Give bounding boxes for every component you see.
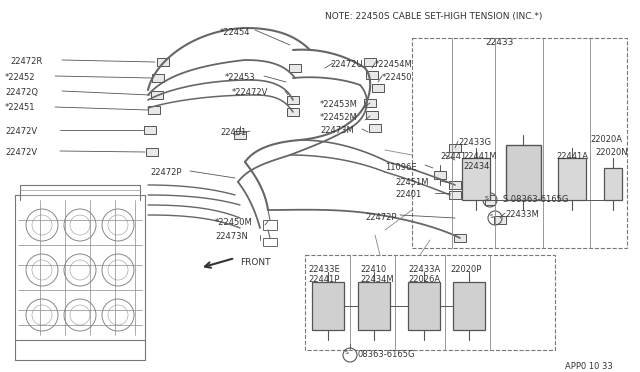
Text: 22473N: 22473N: [215, 232, 248, 241]
Bar: [369, 124, 381, 132]
Text: 22472R: 22472R: [10, 57, 42, 66]
Text: 22472P: 22472P: [365, 213, 397, 222]
Bar: [453, 282, 485, 330]
Text: 22472U: 22472U: [330, 60, 362, 69]
Text: 22020N: 22020N: [595, 148, 628, 157]
Bar: [287, 96, 299, 104]
Bar: [462, 158, 490, 200]
Text: 22451M: 22451M: [395, 178, 429, 187]
Text: 22026A: 22026A: [408, 275, 440, 284]
Text: 22441A: 22441A: [556, 152, 588, 161]
Text: *22472V: *22472V: [232, 88, 268, 97]
Text: FRONT: FRONT: [240, 258, 271, 267]
Bar: [434, 171, 446, 179]
Bar: [412, 38, 627, 248]
Text: APP0 10 33: APP0 10 33: [565, 362, 612, 371]
Text: S: S: [485, 196, 489, 201]
Bar: [494, 216, 506, 224]
Text: 22401: 22401: [220, 128, 246, 137]
Text: *22453: *22453: [225, 73, 255, 82]
Bar: [263, 238, 277, 246]
Text: 08363-6165G: 08363-6165G: [358, 350, 415, 359]
Text: *22452: *22452: [5, 73, 35, 82]
Bar: [358, 282, 390, 330]
Bar: [449, 191, 461, 199]
Text: 22441P: 22441P: [308, 275, 339, 284]
Text: 22433: 22433: [486, 38, 514, 47]
Bar: [152, 74, 164, 82]
Bar: [506, 145, 541, 200]
Text: *22450: *22450: [382, 73, 413, 82]
Text: NOTE: 22450S CABLE SET-HIGH TENSION (INC.*): NOTE: 22450S CABLE SET-HIGH TENSION (INC…: [325, 12, 542, 21]
Bar: [287, 108, 299, 116]
Bar: [157, 58, 169, 66]
Text: 22434: 22434: [463, 162, 490, 171]
Text: 22434M: 22434M: [360, 275, 394, 284]
Text: 22473M: 22473M: [320, 126, 354, 135]
Text: 22410: 22410: [360, 265, 387, 274]
Bar: [454, 234, 466, 242]
Bar: [558, 158, 586, 200]
Text: *22453M: *22453M: [320, 100, 358, 109]
Text: 22472V: 22472V: [5, 127, 37, 136]
Text: *22454: *22454: [220, 28, 250, 37]
Text: 11096E: 11096E: [385, 163, 417, 172]
Bar: [372, 84, 384, 92]
Bar: [289, 64, 301, 72]
Text: *22450M: *22450M: [215, 218, 253, 227]
Text: *22451: *22451: [5, 103, 35, 112]
Text: 22433E: 22433E: [308, 265, 340, 274]
Text: 22441M: 22441M: [463, 152, 497, 161]
Text: 22472Q: 22472Q: [5, 88, 38, 97]
Text: *22454M: *22454M: [375, 60, 413, 69]
Text: 22472P: 22472P: [150, 168, 182, 177]
Text: S 08363-6165G: S 08363-6165G: [503, 195, 568, 204]
Bar: [604, 168, 622, 200]
Bar: [408, 282, 440, 330]
Text: 22020P: 22020P: [450, 265, 481, 274]
Bar: [366, 71, 378, 79]
Bar: [305, 255, 555, 350]
Text: *22452M: *22452M: [320, 113, 358, 122]
Text: S: S: [345, 350, 349, 356]
Text: S: S: [490, 214, 494, 218]
Text: 22472V: 22472V: [5, 148, 37, 157]
Bar: [312, 282, 344, 330]
Text: 22433A: 22433A: [408, 265, 440, 274]
Text: 22433G: 22433G: [458, 138, 491, 147]
Bar: [234, 131, 246, 139]
Bar: [144, 126, 156, 134]
Bar: [485, 195, 495, 205]
Bar: [364, 58, 376, 66]
Bar: [148, 106, 160, 114]
Bar: [263, 220, 277, 230]
Bar: [449, 181, 461, 189]
Text: 22401: 22401: [395, 190, 421, 199]
Bar: [366, 111, 378, 119]
Bar: [146, 148, 158, 156]
Text: 22433M: 22433M: [505, 210, 539, 219]
Text: 22020A: 22020A: [590, 135, 622, 144]
Bar: [449, 144, 461, 152]
Text: 22441: 22441: [440, 152, 467, 161]
Bar: [151, 91, 163, 99]
Bar: [364, 99, 376, 107]
